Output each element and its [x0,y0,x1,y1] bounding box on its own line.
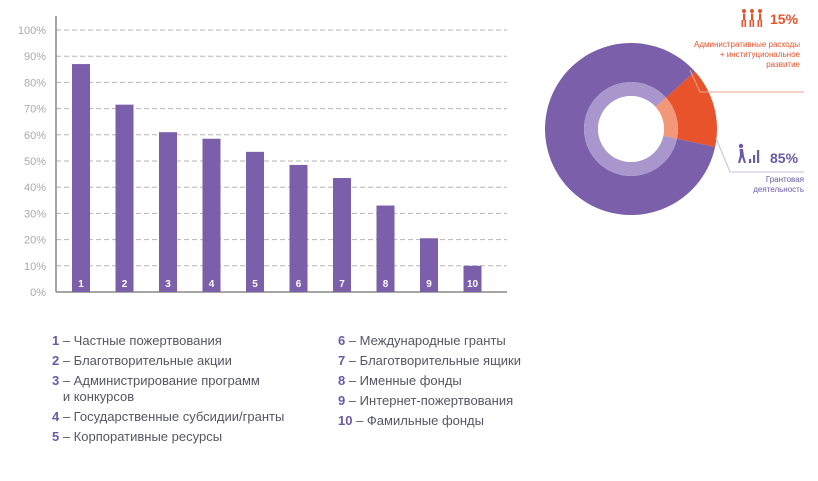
y-tick-label: 20% [24,235,46,247]
grant-description: Грантовая деятельность [753,175,804,194]
legend-item: 6 – Международные гранты [338,333,521,349]
admin-percent: 15% [770,11,799,27]
legend-text: – Благотворительные акции [62,353,232,368]
y-tick-label: 70% [24,104,46,116]
legend-item: 5 – Корпоративные ресурсы [52,429,284,445]
legend-number: 6 [338,333,349,348]
bar-category-label: 4 [209,279,215,290]
bar-8 [376,205,395,292]
bar-2 [115,104,134,292]
donut-hole [598,96,664,162]
y-tick-label: 10% [24,261,46,273]
legend-item: 8 – Именные фонды [338,373,521,389]
grant-percent: 85% [770,150,799,166]
bar-category-label: 9 [426,279,432,290]
bar-category-label: 3 [165,279,171,290]
y-tick-label: 80% [24,77,46,89]
legend-item: 3 – Администрирование программ и конкурс… [52,373,284,405]
legend-text: – Именные фонды [348,373,462,388]
bar-10 [463,265,482,292]
bar-category-label: 10 [467,279,479,290]
legend-text: – Фамильные фонды [356,413,484,428]
donut-slice-outer-1 [544,42,716,216]
y-tick-label: 90% [24,51,46,63]
bar-6 [289,164,308,292]
legend-number: 10 [338,413,357,428]
admin-leader-line [689,69,804,93]
y-tick-label: 100% [18,25,46,37]
bar-1 [72,64,90,292]
legend-number: 9 [338,393,349,408]
bar-5 [246,151,264,292]
bar-category-label: 6 [296,279,302,290]
legend-left: 1 – Частные пожертвования 2 – Благотворит… [52,333,284,449]
legend-number: 1 [52,333,63,348]
legend-text: – Международные гранты [348,333,506,348]
legend-text: – Государственные субсидии/гранты [62,409,285,424]
y-tick-label: 40% [24,182,46,194]
donut-slice-outer-0 [665,71,717,147]
bar-category-label: 2 [122,279,128,290]
y-tick-label: 60% [24,130,46,142]
legend-text: – Администрирование программ и конкурсов [62,373,260,404]
legend-text: – Частные пожертвования [62,333,222,348]
legend-right: 6 – Международные гранты 7 – Благотворите… [338,333,521,433]
bar-category-label: 1 [78,279,84,290]
y-tick-label: 30% [24,208,46,220]
y-tick-label: 50% [24,156,46,168]
legend-number: 4 [52,409,63,424]
bar-7 [333,178,351,292]
legend-item: 4 – Государственные субсидии/гранты [52,409,284,425]
legend-item: 1 – Частные пожертвования [52,333,284,349]
legend-number: 8 [338,373,349,388]
legend-item: 7 – Благотворительные ящики [338,353,521,369]
bar-9 [420,238,438,292]
donut-slice-inner-0 [655,97,678,139]
legend-text: – Интернет-пожертвования [348,393,514,408]
legend-number: 3 [52,373,63,388]
person-growth-icon [738,143,760,163]
bar-3 [159,132,177,292]
bar-category-label: 8 [383,279,389,290]
legend-number: 7 [338,353,349,368]
legend-item: 10 – Фамильные фонды [338,413,521,429]
donut-slice-inner-1 [584,82,677,177]
legend-number: 5 [52,429,63,444]
legend-text: – Корпоративные ресурсы [62,429,223,444]
people-walking-icon [741,9,763,27]
legend-number: 2 [52,353,63,368]
bar-4 [202,138,221,292]
legend-item: 2 – Благотворительные акции [52,353,284,369]
legend-item: 9 – Интернет-пожертвования [338,393,521,409]
admin-description: Административные расходы + институционал… [694,40,800,69]
y-tick-label: 0% [30,287,46,299]
grant-leader-line [715,137,804,173]
bar-category-label: 5 [252,279,258,290]
bar-category-label: 7 [339,279,345,290]
legend-text: – Благотворительные ящики [348,353,521,368]
